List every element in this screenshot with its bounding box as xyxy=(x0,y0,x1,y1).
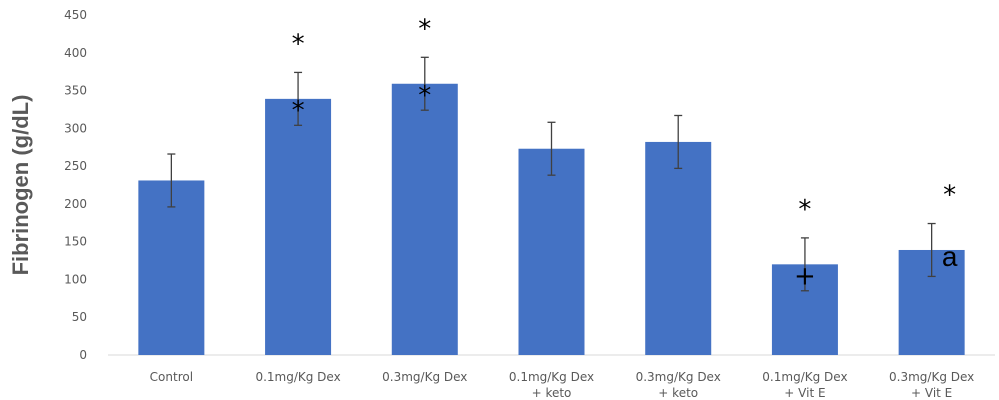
x-tick-label: 0.1mg/Kg Dex xyxy=(255,370,340,384)
annotation-symbol: * xyxy=(943,181,956,211)
x-tick-label: Control xyxy=(150,370,193,384)
x-tick-label: 0.1mg/Kg Dex xyxy=(762,370,847,384)
y-axis-label: Fibrinogen (g/dL) xyxy=(8,95,33,276)
bar xyxy=(391,83,458,355)
annotation-symbol: a xyxy=(942,241,958,272)
annotation-symbol: * xyxy=(292,96,305,126)
x-tick-label: 0.3mg/Kg Dex xyxy=(889,370,974,384)
x-tick-label: + keto xyxy=(658,386,698,400)
y-axis-ticks: 0 50 100 150 200 250 300 350 400 450 xyxy=(64,8,87,362)
y-tick-label: 0 xyxy=(79,348,87,362)
y-tick-label: 300 xyxy=(64,121,87,135)
error-bars-group xyxy=(167,56,936,292)
annotation-symbol: * xyxy=(418,14,431,44)
y-tick-label: 100 xyxy=(64,272,87,286)
significance-annotations: * * * * * + * a xyxy=(292,14,958,291)
y-tick-label: 200 xyxy=(64,197,87,211)
bar xyxy=(645,141,712,355)
y-tick-label: 400 xyxy=(64,46,87,60)
annotation-symbol: * xyxy=(798,195,811,225)
bar xyxy=(138,180,205,355)
y-tick-label: 250 xyxy=(64,159,87,173)
x-tick-label: + Vit E xyxy=(911,386,952,400)
bars-group xyxy=(138,83,965,355)
x-tick-label: 0.3mg/Kg Dex xyxy=(382,370,467,384)
bar xyxy=(518,148,585,355)
bar xyxy=(265,98,332,355)
x-tick-label: 0.3mg/Kg Dex xyxy=(636,370,721,384)
x-tick-label: 0.1mg/Kg Dex xyxy=(509,370,594,384)
x-tick-label: + Vit E xyxy=(784,386,825,400)
annotation-symbol: + xyxy=(794,261,816,291)
annotation-symbol: * xyxy=(418,81,431,111)
y-tick-label: 450 xyxy=(64,8,87,22)
y-tick-label: 350 xyxy=(64,84,87,98)
y-tick-label: 150 xyxy=(64,235,87,249)
x-tick-label: + keto xyxy=(532,386,572,400)
y-tick-label: 50 xyxy=(72,310,87,324)
x-axis-tick-labels: Control 0.1mg/Kg Dex 0.3mg/Kg Dex 0.1mg/Kg … xyxy=(150,370,975,400)
annotation-symbol: * xyxy=(292,29,305,59)
